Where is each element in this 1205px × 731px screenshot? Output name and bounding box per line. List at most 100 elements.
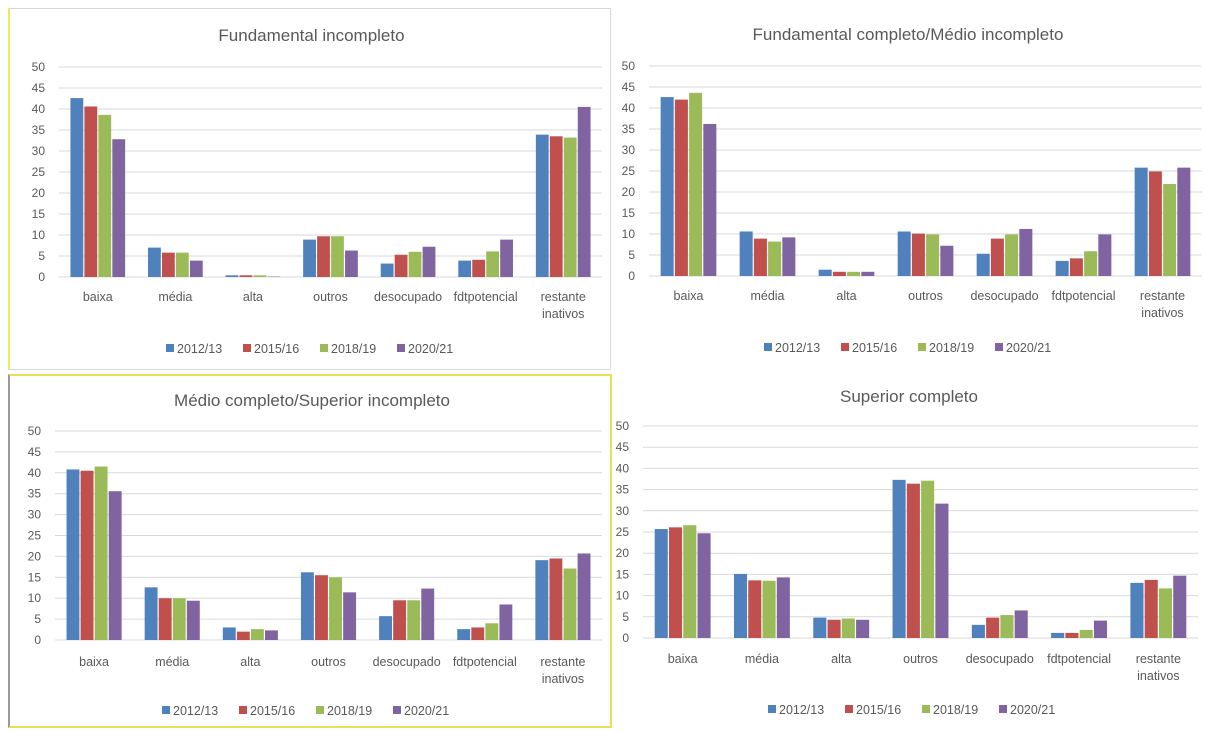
y-tick-label: 45 <box>32 81 46 95</box>
y-tick-label: 20 <box>32 186 46 200</box>
bar <box>329 577 342 640</box>
y-tick-label: 5 <box>34 612 41 626</box>
legend-swatch <box>397 344 405 352</box>
bar <box>813 617 827 638</box>
chart-panel-superior-completo: Superior completo 0 5 10 15 20 25 30 35 40 45 50 bai… <box>614 374 1204 728</box>
y-tick-label: 25 <box>616 525 630 539</box>
x-tick-label: outros <box>311 655 346 669</box>
bar <box>485 623 499 640</box>
legend-label: 2020/21 <box>1006 341 1051 355</box>
bar <box>674 99 688 276</box>
bar <box>112 139 126 277</box>
bar <box>739 231 753 276</box>
x-tick-label: restante inativos <box>540 655 585 686</box>
bar <box>225 275 239 277</box>
y-tick-label: 45 <box>28 445 42 459</box>
y-tick-label: 25 <box>32 165 46 179</box>
y-tick-label: 10 <box>28 591 42 605</box>
bar <box>753 238 767 276</box>
y-tick-label: 35 <box>28 487 42 501</box>
bar <box>827 619 841 638</box>
bar <box>1000 615 1014 638</box>
bar <box>84 106 98 277</box>
bar <box>300 572 314 640</box>
x-tick-label: fdtpotencial <box>1052 289 1116 303</box>
bar <box>80 470 94 640</box>
bar <box>108 491 122 640</box>
legend-label: 2012/13 <box>775 341 820 355</box>
bar <box>98 114 112 277</box>
bar <box>660 97 674 276</box>
y-tick-label: 40 <box>616 461 630 475</box>
bar <box>1065 632 1079 638</box>
bar <box>315 575 328 640</box>
x-tick-label: alta <box>240 655 260 669</box>
bar <box>458 260 472 277</box>
bar <box>343 592 357 640</box>
bar <box>500 239 513 277</box>
legend-swatch <box>922 705 930 713</box>
x-tick-label: outros <box>908 289 943 303</box>
legend-label: 2015/16 <box>852 341 897 355</box>
legend-swatch <box>764 343 772 351</box>
bar <box>1093 620 1108 638</box>
y-tick-label: 10 <box>32 228 46 242</box>
x-tick-label: outros <box>313 290 348 304</box>
bar <box>733 573 748 638</box>
legend-label: 2020/21 <box>1010 703 1055 717</box>
bar <box>549 558 563 640</box>
x-tick-label: baixa <box>79 655 109 669</box>
bar <box>422 246 436 277</box>
bar <box>253 275 267 277</box>
chart-svg: Fundamental completo/Médio incompleto 0 5 1… <box>622 25 1202 355</box>
legend-label: 2015/16 <box>250 704 295 718</box>
bar <box>990 238 1004 276</box>
y-tick-label: 45 <box>616 440 630 454</box>
bar <box>1098 234 1112 276</box>
legend-swatch <box>316 706 324 714</box>
bar <box>535 560 549 640</box>
legend-label: 2015/16 <box>254 342 299 356</box>
legend-label: 2012/13 <box>779 703 824 717</box>
x-tick-label: restante inativos <box>1136 652 1181 683</box>
bar <box>1055 260 1069 276</box>
bar <box>762 580 776 638</box>
bar <box>393 600 407 640</box>
chart-svg: Fundamental incompleto 0 5 10 15 20 25 30 35 40 45… <box>32 26 602 356</box>
y-tick-label: 10 <box>616 589 630 603</box>
bar <box>1173 575 1187 638</box>
y-tick-label: 5 <box>628 248 635 262</box>
bar <box>971 624 985 638</box>
bar <box>1148 171 1162 276</box>
x-tick-label: média <box>750 289 784 303</box>
bar <box>1005 234 1019 276</box>
chart-title: Médio completo/Superior incompleto <box>174 391 450 410</box>
bar <box>70 98 84 277</box>
bar <box>408 251 422 277</box>
bar <box>577 553 591 640</box>
y-tick-label: 20 <box>622 185 636 199</box>
y-tick-label: 30 <box>622 143 636 157</box>
bar <box>421 588 435 640</box>
chart-panel-fundamental-incompleto: Fundamental incompleto 0 5 10 15 20 25 30 35 40 45… <box>8 8 611 370</box>
bar <box>236 631 250 640</box>
x-tick-label: baixa <box>668 652 698 666</box>
bar <box>683 525 697 638</box>
x-tick-label: desocupado <box>966 652 1034 666</box>
y-tick-label: 30 <box>616 504 630 518</box>
x-tick-label: desocupado <box>374 290 442 304</box>
bar <box>457 629 471 640</box>
y-tick-label: 45 <box>622 80 636 94</box>
bar <box>66 469 80 640</box>
y-tick-label: 5 <box>38 249 45 263</box>
bar <box>1019 228 1033 276</box>
bar <box>250 629 264 640</box>
bar <box>892 479 906 638</box>
bar <box>841 618 855 638</box>
bar <box>1144 579 1158 638</box>
bar <box>265 630 278 640</box>
bar <box>776 577 790 638</box>
legend-label: 2020/21 <box>404 704 449 718</box>
y-tick-label: 25 <box>622 164 636 178</box>
bar <box>911 233 925 276</box>
